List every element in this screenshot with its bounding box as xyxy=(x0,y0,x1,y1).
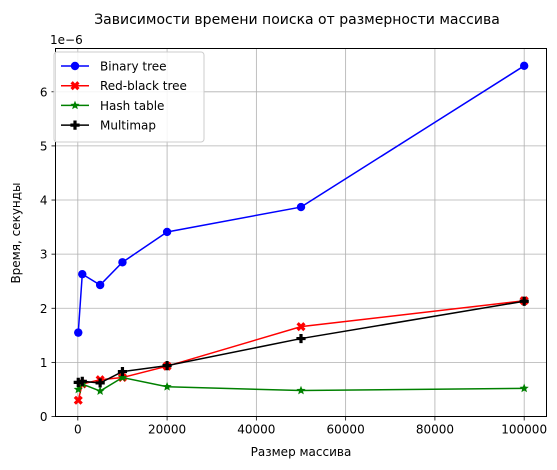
y-tick-label: 1 xyxy=(40,356,48,370)
y-axis-ticks: 0 1 2 3 4 5 6 xyxy=(40,85,56,424)
legend-marker xyxy=(70,120,80,130)
y-tick-label: 2 xyxy=(40,302,48,316)
legend-label: Hash table xyxy=(100,99,164,113)
data-point xyxy=(162,381,172,391)
x-tick-label: 20000 xyxy=(148,423,186,437)
grid-lines xyxy=(55,48,547,417)
x-tick-label: 60000 xyxy=(327,423,365,437)
data-point xyxy=(73,395,83,405)
x-tick-label: 0 xyxy=(74,423,82,437)
legend-label: Multimap xyxy=(100,119,156,133)
data-point xyxy=(296,202,306,212)
y-tick-label: 6 xyxy=(40,85,48,99)
data-point xyxy=(519,61,529,71)
data-point xyxy=(162,361,172,371)
data-point xyxy=(95,280,105,290)
legend-item: Hash table xyxy=(61,99,164,113)
plot-series xyxy=(73,61,529,405)
legend-label: Binary tree xyxy=(100,60,167,74)
legend-marker xyxy=(70,100,80,110)
x-tick-label: 100000 xyxy=(501,423,547,437)
x-axis-label: Размер массива xyxy=(251,445,352,459)
data-point xyxy=(519,383,529,393)
data-point xyxy=(296,385,306,395)
series-multimap xyxy=(73,296,529,388)
y-tick-label: 0 xyxy=(40,410,48,424)
plot-frame xyxy=(55,48,547,417)
legend-box xyxy=(53,51,205,143)
data-point xyxy=(296,333,306,344)
data-point xyxy=(73,384,83,394)
data-point xyxy=(519,296,529,306)
legend-label: Red-black tree xyxy=(100,79,187,93)
data-point xyxy=(95,378,105,388)
series-line xyxy=(77,299,525,401)
x-axis-ticks: 0 20000 40000 60000 80000 100000 xyxy=(74,416,547,437)
x-tick-label: 80000 xyxy=(416,423,454,437)
y-tick-label: 3 xyxy=(40,248,48,262)
chart-title: Зависимости времени поиска от размерност… xyxy=(94,12,500,28)
y-offset-label: 1e−6 xyxy=(50,33,83,47)
data-point xyxy=(117,372,128,382)
x-tick-label: 40000 xyxy=(237,423,275,437)
data-point xyxy=(162,227,172,237)
data-point xyxy=(118,258,127,267)
data-point xyxy=(77,376,87,386)
y-tick-label: 5 xyxy=(40,139,48,153)
legend-item: Red-black tree xyxy=(61,79,187,93)
data-point xyxy=(74,328,83,337)
data-point xyxy=(78,269,87,279)
legend: Binary tree Red-black tree Hash table Multi… xyxy=(53,51,205,143)
legend-marker xyxy=(70,81,80,91)
y-tick-label: 4 xyxy=(40,194,48,208)
data-point xyxy=(95,386,105,395)
series-binary-tree xyxy=(74,61,529,337)
legend-marker xyxy=(70,61,80,71)
y-axis-label: Время, секунды xyxy=(9,182,23,283)
data-point xyxy=(117,366,128,377)
legend-item: Binary tree xyxy=(61,60,167,74)
data-point xyxy=(296,322,306,332)
series-hash-table xyxy=(73,372,529,395)
legend-item: Multimap xyxy=(61,119,156,133)
